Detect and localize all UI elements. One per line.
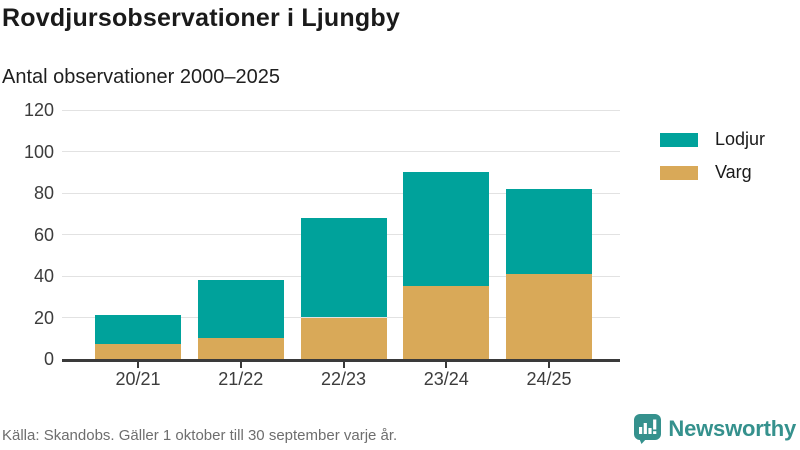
- chart-subtitle: Antal observationer 2000–2025: [2, 66, 280, 88]
- x-tick-mark-24-25: [548, 362, 550, 368]
- gridline-80: [62, 192, 620, 194]
- x-tick-label-21-22: 21/22: [218, 369, 264, 389]
- bar-22-23-varg: [300, 317, 387, 359]
- legend-swatch-varg: [660, 165, 698, 180]
- legend-item-lodjur: Lodjur: [660, 129, 765, 150]
- chart-title: Rovdjursobservationer i Ljungby: [2, 4, 400, 32]
- x-tick-mark-22-23: [342, 362, 345, 368]
- bar-21-22-lodjur: [197, 280, 284, 339]
- x-tick-label-22-23: 22/23: [320, 369, 367, 389]
- gridline-100: [62, 151, 620, 152]
- bar-21-22-varg: [197, 338, 284, 359]
- legend-item-varg: Varg: [660, 162, 765, 183]
- x-tick-label-23-24: 23/24: [423, 369, 469, 389]
- y-tick-label-120: 120: [23, 100, 54, 120]
- bar-24-25-varg: [506, 273, 592, 359]
- source-note: Källa: Skandobs. Gäller 1 oktober till 3…: [2, 427, 398, 444]
- x-tick-label-20-21: 20/21: [115, 369, 161, 389]
- bar-23-24-lodjur: [403, 172, 490, 287]
- newsworthy-wordmark: Newsworthy: [668, 416, 796, 441]
- legend-swatch-lodjur: [660, 132, 698, 147]
- bar-22-23-lodjur: [300, 217, 387, 318]
- x-tick-mark-23-24: [445, 362, 448, 368]
- x-tick-mark-21-22: [239, 362, 242, 368]
- y-tick-label-40: 40: [33, 266, 54, 286]
- bar-20-21-lodjur: [95, 315, 181, 345]
- y-tick-label-20: 20: [33, 307, 54, 328]
- y-axis-labels: 0 20 40 60 80 100 120: [0, 100, 54, 369]
- legend-label-lodjur: Lodjur: [715, 129, 766, 149]
- x-tick-label-24-25: 24/25: [526, 369, 572, 389]
- legend-label-varg: Varg: [715, 162, 752, 182]
- y-tick-label-0: 0: [43, 349, 54, 369]
- newsworthy-bar-chart-bubble-icon: [634, 414, 662, 444]
- plot-area: [62, 109, 620, 362]
- gridline-120: [62, 109, 620, 111]
- newsworthy-logo[interactable]: Newsworthy: [634, 414, 796, 444]
- legend: Lodjur Varg: [660, 129, 765, 195]
- y-tick-label-80: 80: [33, 183, 54, 203]
- y-tick-label-100: 100: [23, 141, 54, 162]
- bar-23-24-varg: [403, 286, 490, 359]
- y-tick-label-60: 60: [33, 224, 54, 245]
- bar-20-21-varg: [95, 344, 181, 359]
- x-tick-mark-20-21: [137, 362, 139, 368]
- bar-24-25-lodjur: [506, 188, 592, 274]
